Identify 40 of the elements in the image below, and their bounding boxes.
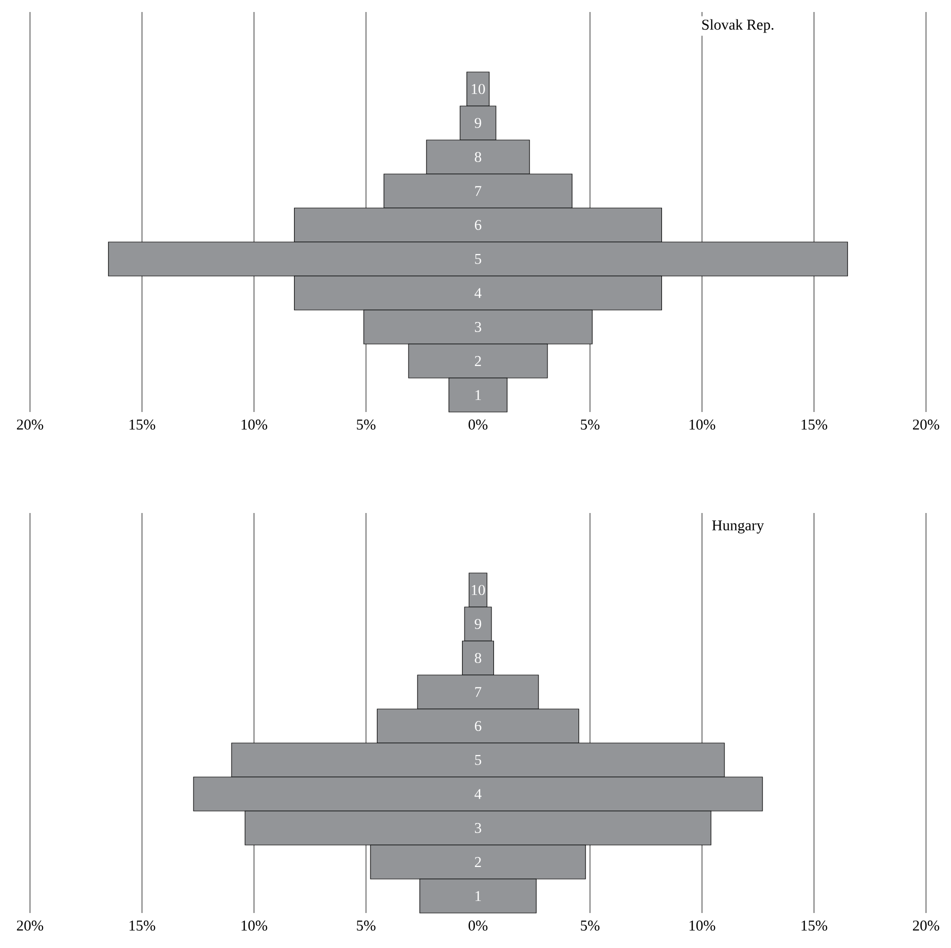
y-tick-label: 1: [476, 390, 481, 400]
x-tick-label: 10%: [242, 420, 268, 430]
x-tick-label: 20%: [912, 420, 940, 430]
chart-title: Hungary: [712, 520, 764, 534]
y-tick-label: 6: [474, 220, 482, 230]
y-tick-label: 2: [474, 356, 481, 366]
x-tick-label: 10%: [242, 920, 268, 931]
y-tick-label: 10: [472, 584, 485, 596]
x-tick-label: 5%: [356, 420, 376, 430]
y-tick-label: 6: [474, 720, 482, 732]
y-tick-label: 4: [474, 789, 482, 799]
x-tick-label: 20%: [16, 420, 44, 430]
y-tick-label: 7: [475, 687, 482, 697]
y-tick-label: 3: [474, 822, 482, 834]
y-tick-label: 8: [474, 652, 482, 664]
y-tick-label: 3: [474, 322, 482, 332]
x-tick-label: 15%: [802, 420, 828, 430]
x-tick-label: 15%: [130, 920, 156, 931]
y-tick-label: 5: [475, 254, 482, 264]
x-tick-label: 0%: [468, 920, 488, 931]
x-tick-label: 20%: [912, 920, 940, 931]
x-tick-label: 15%: [802, 920, 828, 931]
x-tick-label: 20%: [16, 920, 44, 931]
y-tick-label: 7: [475, 186, 482, 196]
y-tick-label: 8: [474, 152, 482, 162]
y-tick-label: 9: [474, 118, 482, 128]
y-tick-label: 4: [474, 288, 482, 298]
y-tick-label: 10: [472, 84, 485, 94]
x-tick-label: 0%: [468, 420, 488, 430]
y-tick-label: 9: [474, 618, 482, 630]
x-tick-label: 10%: [690, 420, 716, 430]
y-tick-label: 1: [476, 891, 481, 901]
x-tick-label: 5%: [580, 920, 600, 931]
x-tick-label: 15%: [130, 420, 156, 430]
chart-title: Slovak Rep.: [702, 19, 774, 33]
x-tick-label: 5%: [356, 920, 376, 931]
y-tick-label: 2: [474, 857, 481, 867]
x-tick-label: 5%: [580, 420, 600, 430]
x-tick-label: 10%: [690, 920, 716, 931]
y-tick-label: 5: [475, 755, 482, 765]
